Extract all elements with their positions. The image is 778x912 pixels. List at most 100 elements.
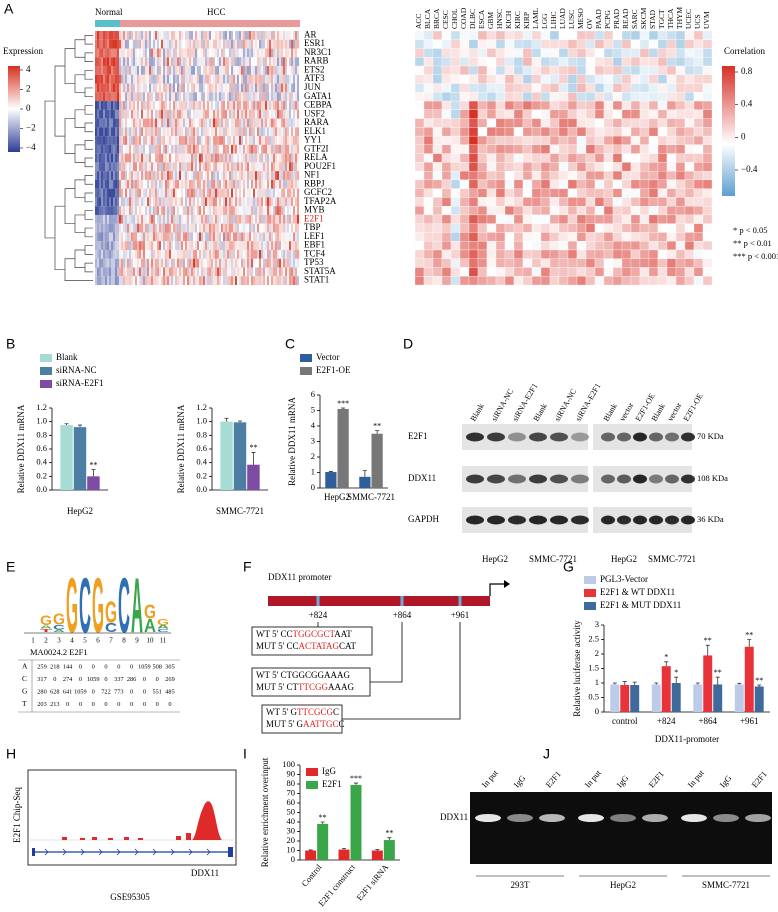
heatmap-cell [117,197,120,207]
heatmap-cell [181,144,184,154]
heatmap-cell [107,101,110,110]
heatmap-cell [195,197,198,207]
heatmap-cell [177,179,180,189]
heatmap-cell [279,31,282,40]
correlation-cell [567,109,578,119]
heatmap-cell [145,267,148,277]
heatmap-cell [151,188,154,198]
heatmap-cell [167,162,170,172]
correlation-cell [423,30,434,40]
heatmap-cell [105,31,108,40]
correlation-cell [432,144,443,154]
heatmap-cell [215,162,218,172]
heatmap-cell [239,48,242,58]
heatmap-cell [143,267,146,277]
correlation-cell [558,30,569,40]
correlation-cell [639,241,650,251]
heatmap-cell [117,276,120,286]
heatmap-cell [261,171,264,180]
sequence-line: WT 5' GTTCGCGC [266,707,339,717]
heatmap-cell [169,223,172,233]
heatmap-cell [171,57,174,67]
heatmap-cell [263,232,266,242]
heatmap-cell [223,66,226,75]
heatmap-cell [259,258,262,268]
heatmap-cell [191,258,194,268]
heatmap-cell [149,92,152,102]
heatmap-cell [219,249,222,259]
heatmap-cell [243,118,246,128]
heatmap-cell [115,31,118,40]
heatmap-cell [265,276,268,286]
heatmap-cell [179,267,182,277]
heatmap-cell [153,83,156,93]
heatmap-cell [121,92,124,102]
correlation-cell [468,48,479,58]
heatmap-cell [129,197,132,207]
heatmap-cell [105,267,108,277]
heatmap-cell [193,66,196,75]
heatmap-cell [291,162,294,172]
heatmap-cell [249,258,252,268]
table-cell: 1059 [138,663,151,670]
heatmap-cell [225,179,228,189]
heatmap-cell [191,92,194,102]
heatmap-cell [169,101,172,110]
correlation-cell [504,144,515,154]
heatmap-cell [201,118,204,128]
heatmap-cell [237,74,240,84]
heatmap-cell [273,153,276,163]
correlation-cell [459,258,470,268]
significance-note: ** p < 0.01 [733,238,772,248]
logo-letter-group: G [66,562,78,649]
correlation-cell [639,197,650,207]
correlation-cell [612,162,623,172]
heatmap-cell [173,179,176,189]
heatmap-cell [171,31,174,40]
heatmap-cell [167,153,170,163]
heatmap-cell [147,179,150,189]
heatmap-cell [285,57,288,67]
heatmap-cell [131,241,134,251]
heatmap-cell [227,153,230,163]
heatmap-cell [125,197,128,207]
heatmap-cell [251,188,254,198]
correlation-cell [585,249,596,259]
heatmap-cell [199,136,202,145]
correlation-cell [702,258,713,268]
heatmap-cell [239,197,242,207]
heatmap-cell [175,188,178,198]
heatmap-cell [173,109,176,119]
heatmap-cell [125,162,128,172]
blot-band [681,474,695,484]
heatmap-cell [221,74,224,84]
bar [359,476,371,488]
correlation-cell [522,258,533,268]
heatmap-cell [161,136,164,145]
heatmap-cell [247,241,250,251]
heatmap-cell [295,232,298,242]
heatmap-cell [151,223,154,233]
heatmap-cell [213,188,216,198]
heatmap-cell [117,136,120,145]
correlation-cell [612,232,623,242]
heatmap-cell [149,48,152,58]
correlation-cell [450,179,461,189]
correlation-cell [612,100,623,110]
heatmap-cell [123,276,126,286]
bar [325,472,337,488]
correlation-cell [423,162,434,172]
heatmap-cell [285,258,288,268]
heatmap-cell [149,74,152,84]
heatmap-cell [267,241,270,251]
heatmap-cell [187,241,190,251]
correlation-cell [414,30,425,40]
heatmap-cell [263,162,266,172]
heatmap-cell [111,144,114,154]
heatmap-cell [261,144,264,154]
heatmap-cell [211,249,214,259]
heatmap-cell [185,127,188,137]
heatmap-cell [141,171,144,180]
heatmap-cell [235,101,238,110]
correlation-cell [531,30,542,40]
